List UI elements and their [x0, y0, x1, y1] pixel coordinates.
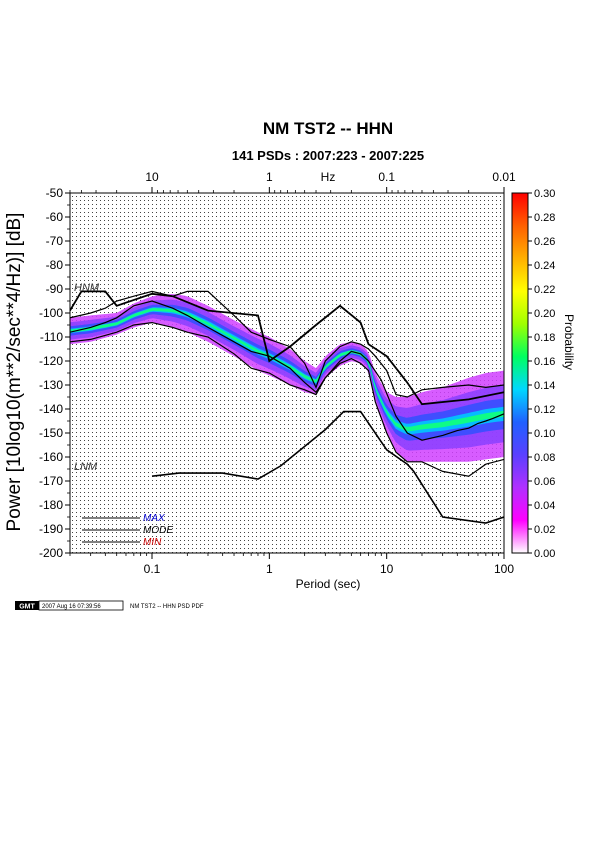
x-tick-label: 10 [380, 562, 394, 576]
colorbar-tick-label: 0.28 [534, 212, 555, 224]
chart-title: NM TST2 -- HHN [263, 119, 393, 138]
hnm-annotation: HNM [74, 282, 100, 294]
series-line-hnm [70, 290, 504, 406]
y-tick-label: -110 [40, 330, 63, 344]
colorbar-tick-label: 0.02 [534, 524, 555, 536]
colorbar-tick-label: 0.22 [534, 284, 555, 296]
y-tick-label: -90 [46, 282, 64, 296]
colorbar-label: Probability [562, 314, 576, 370]
y-tick-label: -70 [46, 234, 64, 248]
top-tick-label: 0.1 [378, 170, 395, 184]
top-axis-label: Hz [321, 170, 336, 184]
top-tick-label: 1 [266, 170, 273, 184]
y-tick-label: -200 [39, 546, 63, 560]
y-axis-label: Power [10log10(m**2/sec**4/Hz)] [dB] [4, 213, 25, 532]
series-line-min [70, 321, 504, 477]
y-tick-label: -50 [46, 186, 64, 200]
colorbar-ticks: 0.30 0.28 0.26 0.24 0.22 0.20 0.18 0.16 0.14 0.12… [528, 188, 555, 560]
gmt-logo-text: GMT [19, 604, 35, 611]
footer-caption: NM TST2 -- HHN PSD PDF [130, 604, 204, 610]
colorbar-tick-label: 0.08 [534, 452, 555, 464]
x-axis-label: Period (sec) [296, 577, 361, 591]
colorbar-tick-label: 0.24 [534, 260, 555, 272]
legend-max-label: MAX [143, 513, 165, 524]
y-tick-label: -60 [46, 210, 64, 224]
colorbar-tick-label: 0.30 [534, 188, 555, 200]
legend-mode-label: MODE [143, 525, 173, 536]
x-tick-label: 100 [494, 562, 514, 576]
colorbar [511, 192, 529, 554]
colorbar-tick-label: 0.26 [534, 236, 555, 248]
x-tick-label: 0.1 [144, 562, 161, 576]
colorbar-tick-label: 0.12 [534, 404, 555, 416]
plot-layer [70, 290, 504, 524]
y-tick-label: -180 [39, 498, 63, 512]
series-line-max [70, 290, 504, 398]
colorbar-tick-label: 0.00 [534, 548, 555, 560]
y-tick-label: -80 [46, 258, 64, 272]
pdf-band-layer-4 [70, 308, 504, 432]
colorbar-tick-label: 0.14 [534, 380, 555, 392]
y-tick-label: -120 [39, 354, 63, 368]
lnm-annotation: LNM [74, 461, 98, 473]
y-tick-label: -130 [39, 378, 63, 392]
top-axis: 10 1 0.1 0.01 [69, 170, 516, 193]
legend-min-label: MIN [143, 537, 162, 548]
top-tick-label: 0.01 [492, 170, 516, 184]
y-tick-label: -160 [39, 450, 63, 464]
timestamp-box [38, 600, 124, 611]
colorbar-tick-label: 0.20 [534, 308, 555, 320]
y-tick-label: -140 [39, 402, 63, 416]
pdf-band-layer-1 [70, 299, 504, 451]
top-tick-label: 10 [145, 170, 159, 184]
x-axis: 0.1 1 10 100 [69, 553, 514, 576]
y-tick-label: -100 [39, 306, 63, 320]
y-tick-label: -170 [39, 474, 63, 488]
y-tick-label: -150 [39, 426, 63, 440]
timestamp: 2007 Aug 16 07:39:56 [42, 604, 101, 610]
colorbar-tick-label: 0.06 [534, 476, 555, 488]
colorbar-tick-label: 0.10 [534, 428, 555, 440]
colorbar-tick-label: 0.16 [534, 356, 555, 368]
x-tick-label: 1 [266, 562, 273, 576]
gmt-logo [15, 601, 39, 610]
colorbar-tick-label: 0.04 [534, 500, 555, 512]
series-line-lnm [151, 410, 504, 524]
chart-subtitle: 141 PSDs : 2007:223 - 2007:225 [232, 148, 424, 163]
y-tick-label: -190 [39, 522, 63, 536]
legend: MAX MODE MIN [82, 513, 173, 548]
colorbar-tick-label: 0.18 [534, 332, 555, 344]
y-axis: -50 -60 -70 -80 -90 -100 -110 -120 -130 -140 -150 -… [39, 186, 70, 560]
